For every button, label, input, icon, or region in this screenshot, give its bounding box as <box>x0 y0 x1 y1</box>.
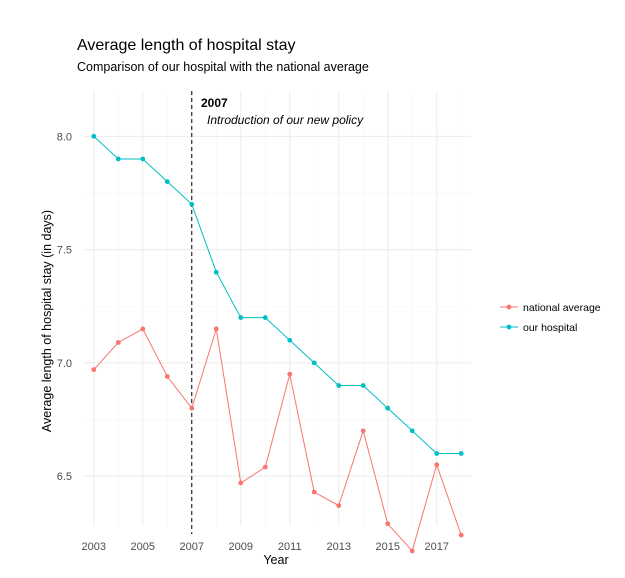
x-axis-title: Year <box>263 553 288 567</box>
x-tick-label: 2007 <box>180 541 204 553</box>
data-point-0-11 <box>360 428 366 434</box>
x-tick-label: 2017 <box>424 541 448 553</box>
data-point-1-6 <box>238 315 244 320</box>
data-point-0-5 <box>213 326 219 332</box>
grid-lines <box>84 91 471 526</box>
y-axis-title: Average length of hospital stay (in days… <box>40 210 54 432</box>
data-point-0-8 <box>287 371 293 377</box>
data-point-0-12 <box>385 521 391 527</box>
data-point-0-15 <box>458 532 464 538</box>
x-tick-label: 2003 <box>82 541 106 553</box>
x-tick-label: 2009 <box>229 541 253 553</box>
legend-label-national-average: national average <box>523 302 601 314</box>
series-layer <box>91 133 464 554</box>
data-point-1-11 <box>360 383 366 388</box>
data-point-0-6 <box>238 480 244 486</box>
data-point-0-2 <box>140 326 146 332</box>
data-point-0-14 <box>434 462 440 468</box>
data-point-0-4 <box>189 405 195 411</box>
data-point-1-8 <box>287 337 293 343</box>
x-tick-label: 2011 <box>278 541 302 553</box>
legend-label-our-hospital: our hospital <box>523 322 577 334</box>
data-point-0-13 <box>409 548 415 554</box>
data-point-1-4 <box>189 201 195 207</box>
data-point-1-0 <box>91 133 97 139</box>
data-point-0-3 <box>164 374 170 379</box>
series-line-0 <box>93 328 462 552</box>
data-point-0-9 <box>311 489 317 495</box>
data-point-1-15 <box>458 451 464 456</box>
y-tick-label: 8.0 <box>57 131 72 143</box>
series-line-1 <box>93 135 462 454</box>
legend: national average our hospital <box>500 302 601 334</box>
y-tick-label: 6.5 <box>57 471 72 483</box>
data-point-1-3 <box>164 179 170 185</box>
data-point-0-7 <box>262 464 268 470</box>
x-tick-label: 2015 <box>375 541 399 553</box>
x-tick-label: 2005 <box>131 541 155 553</box>
data-point-0-10 <box>336 503 342 509</box>
data-point-1-14 <box>434 451 440 456</box>
legend-item-national-average: national average <box>500 302 601 314</box>
legend-item-our-hospital: our hospital <box>500 322 577 334</box>
annotation-policy-label: Introduction of our new policy <box>207 113 364 127</box>
y-axis-ticks: 6.5 7.0 7.5 8.0 <box>57 131 72 483</box>
data-point-1-7 <box>262 315 268 320</box>
data-point-1-1 <box>115 156 121 162</box>
data-point-1-10 <box>336 383 342 388</box>
chart-title: Average length of hospital stay <box>77 37 296 54</box>
x-tick-label: 2013 <box>326 541 350 553</box>
chart-subtitle: Comparison of our hospital with the nati… <box>77 60 369 74</box>
data-point-0-1 <box>115 340 121 345</box>
x-axis-ticks: 2003 2005 2007 2009 2011 2013 2015 2017 <box>82 541 449 553</box>
data-point-1-5 <box>213 269 219 275</box>
y-tick-label: 7.0 <box>57 358 72 370</box>
data-point-1-2 <box>140 156 146 162</box>
data-point-1-12 <box>385 405 391 411</box>
annotation-year-label: 2007 <box>201 96 228 110</box>
data-point-0-0 <box>91 367 97 373</box>
legend-key-point-national-average <box>506 304 512 310</box>
y-tick-label: 7.5 <box>57 245 72 257</box>
data-point-1-13 <box>409 428 415 434</box>
legend-key-point-our-hospital <box>506 324 512 330</box>
data-point-1-9 <box>311 360 317 366</box>
